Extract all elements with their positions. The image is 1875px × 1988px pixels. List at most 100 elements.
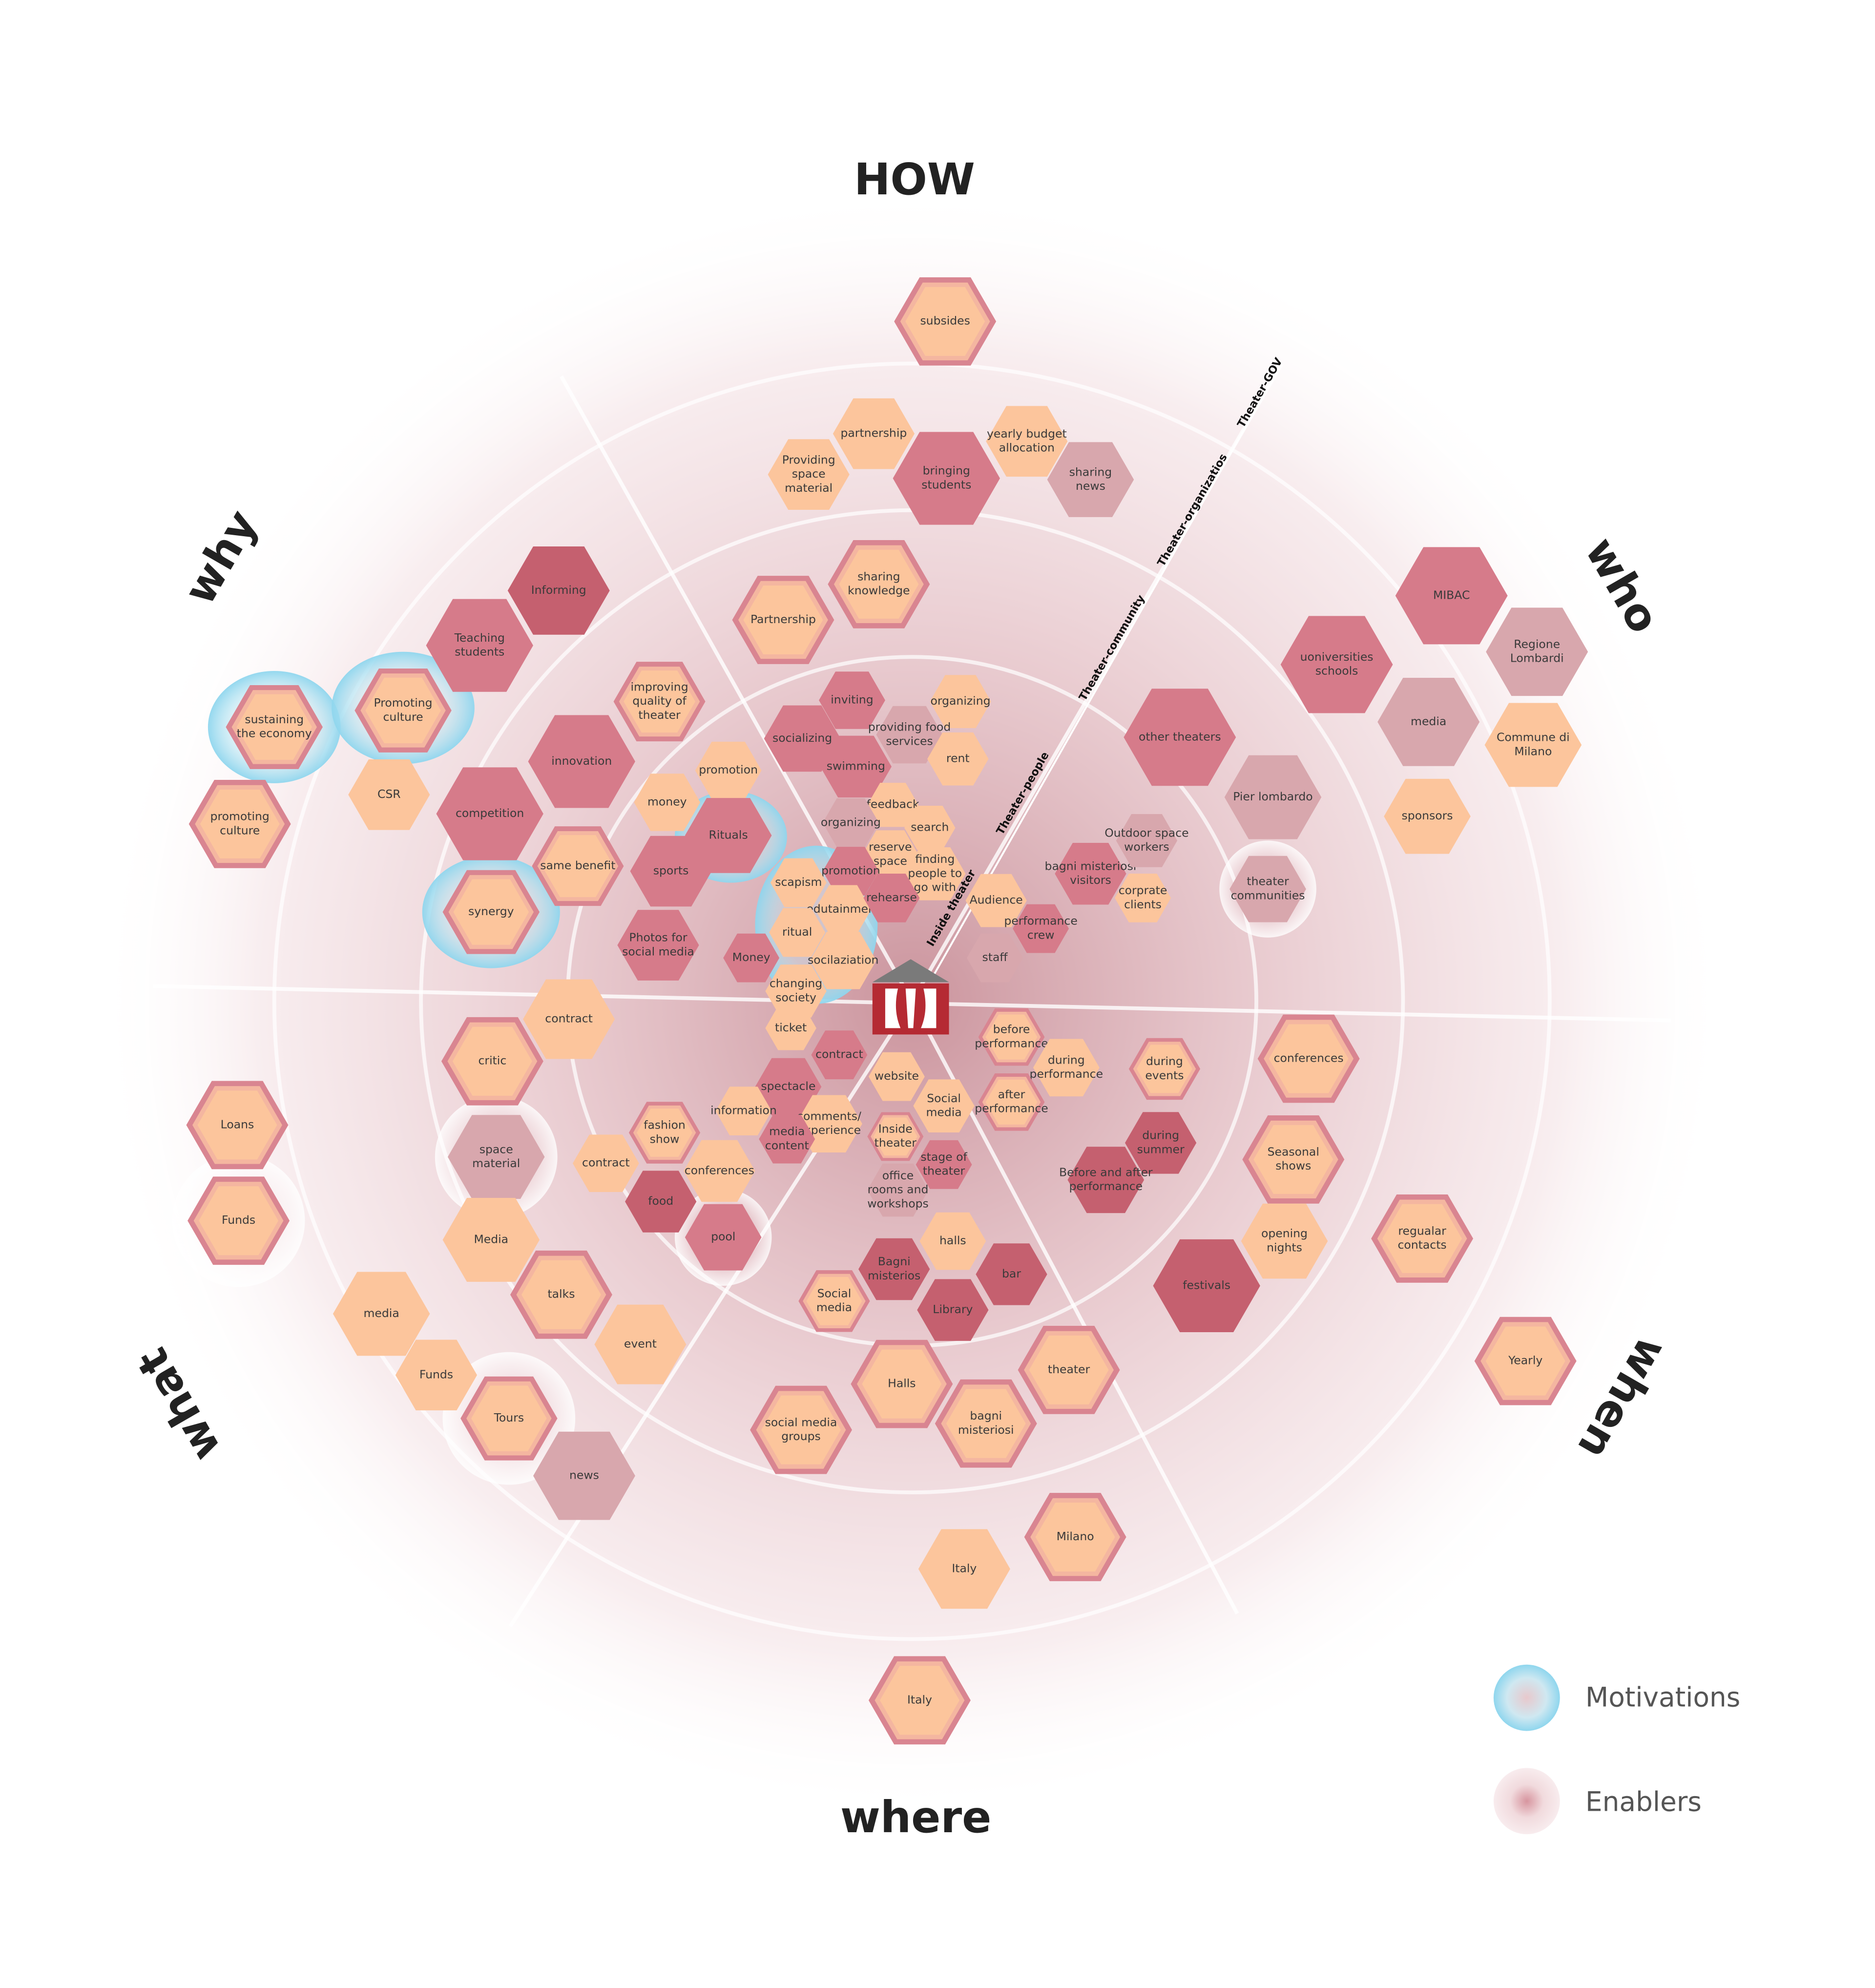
node: talks [510,1250,612,1339]
node-label: services [886,734,933,748]
node: Library [917,1279,989,1341]
hexagon [815,885,872,934]
hexagon [1241,1203,1328,1279]
node: Audience [965,874,1027,927]
hexagon [811,1030,868,1080]
node-label: Milano [1057,1529,1094,1543]
node-label: promoting [210,810,270,823]
node-label: conferences [685,1163,754,1177]
node: promotion [695,741,762,799]
node-label: schools [1315,664,1358,678]
node: website [868,1052,925,1101]
hexagon-core [1269,1024,1349,1093]
hexagon-core [761,1395,841,1465]
hexagon [917,1279,989,1341]
node-label: festivals [1183,1278,1230,1292]
hexagon [1067,1147,1145,1214]
node-label: critic [478,1054,506,1067]
section-label: HOW [854,154,975,205]
node-label: innovation [551,754,612,768]
hexagon-core [985,1079,1038,1125]
hexagon [1384,778,1471,854]
node-label: organizing [930,694,990,708]
node-label: theater [1048,1362,1090,1376]
hexagon-core [637,1109,692,1157]
node-label: stage of [920,1150,967,1164]
node-label: synergy [468,904,514,918]
node: scapism [770,858,827,907]
node-label: feedback [867,797,919,811]
hexagon [1377,678,1480,766]
node: information [710,1087,777,1136]
hexagon [822,798,879,847]
node-label: media [816,1300,852,1314]
node: Halls [851,1339,953,1428]
node-label: contract [815,1047,863,1061]
node-label: pool [711,1230,735,1243]
node: edutainment [806,885,880,934]
node-label: groups [781,1429,821,1443]
node-label: partnership [840,426,907,440]
node-label: shows [1275,1159,1311,1172]
node: Rituals [685,798,772,873]
node-label: bagni misteriosi [1045,859,1137,873]
node-label: material [785,481,833,495]
hexagon-core [542,835,614,898]
hexagon [765,1006,816,1050]
node-label: misteriosi [958,1423,1014,1437]
node: MIBAC [1395,547,1508,645]
node-label: culture [220,823,260,837]
node-label: search [911,820,949,834]
node-label: during [1142,1129,1179,1142]
node-label: CSR [377,787,401,801]
node-label: content [765,1138,809,1152]
node-label: Bagni [878,1255,911,1268]
hexagon-core [624,670,695,733]
node-label: sharing [857,569,900,583]
hexagon-core [806,1277,862,1325]
node-label: culture [383,710,423,724]
node-label: communities [1231,888,1305,902]
node: Loans [186,1081,289,1170]
node-label: before [993,1023,1030,1036]
hexagon [904,847,966,900]
node-label: yearly budget [987,427,1067,440]
hexagon [755,1058,822,1116]
node: conferences [684,1140,755,1202]
node-label: event [624,1337,657,1351]
hexagon [904,806,956,850]
legend-swatch [1493,1768,1560,1835]
hexagon [876,706,943,764]
hexagon-core [1137,1045,1192,1093]
legend: Motivations Enablers [1493,1664,1740,1835]
node: Informing [507,546,610,635]
node-label: bar [1002,1267,1021,1280]
curtains [885,988,937,1028]
node-label: Rituals [709,828,748,841]
hexagon [863,874,920,922]
node-label: swimming [827,759,885,773]
node-label: Promoting [374,696,432,710]
node-label: rooms and [868,1183,929,1196]
node: CSR [348,759,430,830]
node-label: subsides [920,314,970,328]
node: spectacle [755,1058,822,1116]
node-label: opening [1261,1227,1308,1240]
hexagon-core [1253,1125,1333,1194]
node: Italy [918,1529,1010,1609]
